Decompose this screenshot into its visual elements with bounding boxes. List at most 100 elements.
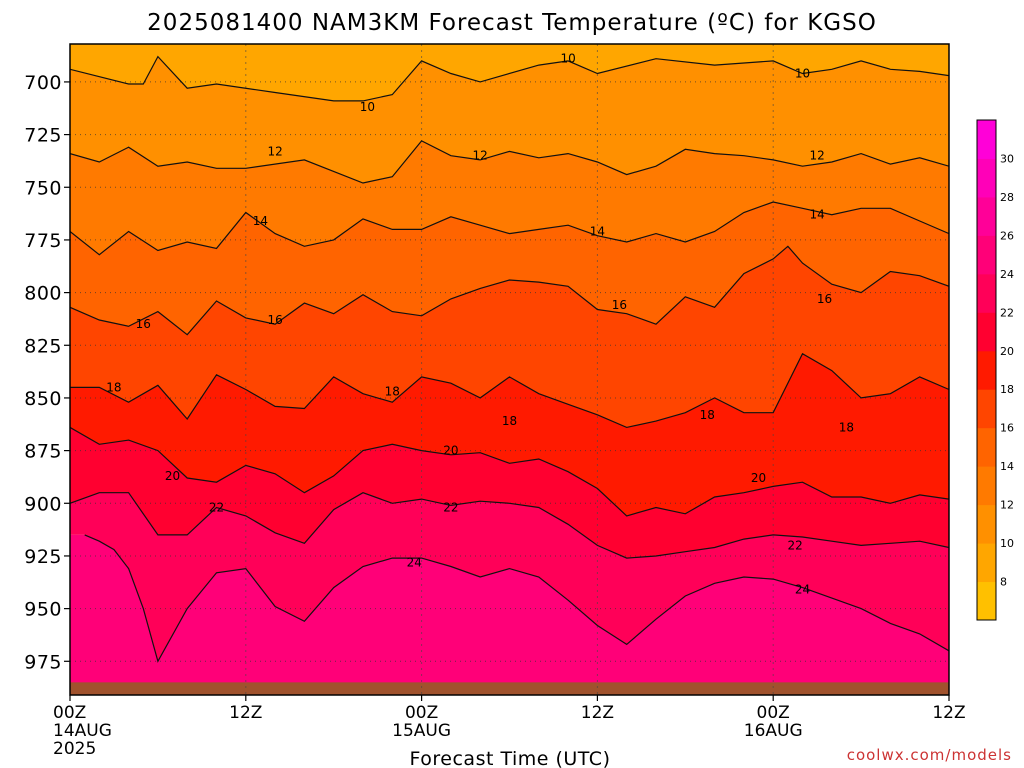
contour-label-10-2: 10 bbox=[795, 66, 810, 80]
contour-label-16-0: 16 bbox=[136, 317, 151, 331]
colorbar-bin-8-10 bbox=[977, 543, 996, 583]
y-tick-label-925: 925 bbox=[24, 546, 62, 568]
colorbar-bin-30-32 bbox=[977, 120, 996, 159]
contour-label-24-1: 24 bbox=[795, 583, 810, 597]
y-tick-label-875: 875 bbox=[24, 441, 62, 463]
temperature-band-12-14 bbox=[70, 140, 949, 255]
contour-label-10-1: 10 bbox=[560, 52, 575, 66]
colorbar-bin-22-24 bbox=[977, 273, 996, 313]
watermark: coolwx.com/models bbox=[847, 746, 1012, 764]
temperature-band-above-24 bbox=[70, 534, 949, 695]
x-tick-label-0: 00Z bbox=[53, 703, 86, 723]
contour-label-22-0: 22 bbox=[209, 500, 224, 514]
y-tick-label-850: 850 bbox=[24, 388, 62, 410]
colorbar-bin-28-30 bbox=[977, 158, 996, 198]
colorbar-label-18: 18 bbox=[1000, 383, 1014, 396]
colorbar-label-10: 10 bbox=[1000, 537, 1014, 550]
contour-line-20 bbox=[70, 426, 949, 517]
colorbar-label-16: 16 bbox=[1000, 422, 1014, 435]
x-tick-date-48: 16AUG bbox=[744, 721, 803, 741]
temperature-band-20-22 bbox=[70, 427, 949, 559]
x-tick-year-0: 2025 bbox=[53, 739, 96, 759]
colorbar-label-20: 20 bbox=[1000, 345, 1014, 358]
contour-label-12-1: 12 bbox=[473, 149, 488, 163]
colorbar-label-14: 14 bbox=[1000, 460, 1014, 473]
contour-line-12 bbox=[70, 140, 949, 184]
temperature-band-below-10 bbox=[70, 44, 949, 101]
x-tick-date-0: 14AUG bbox=[53, 721, 112, 741]
temperature-band-10-12 bbox=[70, 56, 949, 183]
colorbar-label-12: 12 bbox=[1000, 499, 1014, 512]
contour-label-20-0: 20 bbox=[165, 469, 180, 483]
colorbar-bin-12-14 bbox=[977, 466, 996, 506]
contour-label-18-1: 18 bbox=[385, 385, 400, 399]
colorbar-bin-10-12 bbox=[977, 504, 996, 544]
y-tick-label-775: 775 bbox=[24, 230, 62, 252]
colorbar-bin-14-16 bbox=[977, 427, 996, 467]
x-tick-date-24: 15AUG bbox=[392, 721, 451, 741]
temperature-band-16-18 bbox=[70, 246, 949, 428]
x-tick-label-60: 12Z bbox=[932, 703, 965, 723]
colorbar-label-26: 26 bbox=[1000, 229, 1014, 242]
x-axis-title: Forecast Time (UTC) bbox=[410, 748, 611, 768]
contour-label-16-2: 16 bbox=[612, 298, 627, 312]
x-tick-label-36: 12Z bbox=[581, 703, 614, 723]
contour-label-24-0: 24 bbox=[407, 555, 422, 569]
contour-label-14-0: 14 bbox=[253, 214, 268, 228]
colorbar-label-24: 24 bbox=[1000, 268, 1014, 281]
contour-label-18-0: 18 bbox=[106, 380, 121, 394]
colorbar-label-8: 8 bbox=[1000, 576, 1007, 589]
contour-label-20-2: 20 bbox=[751, 471, 766, 485]
colorbar-bin-18-20 bbox=[977, 350, 996, 390]
plot-area bbox=[70, 44, 949, 695]
colorbar-bin-24-26 bbox=[977, 235, 996, 275]
colorbar-label-22: 22 bbox=[1000, 306, 1014, 319]
colorbar-bin-6-8 bbox=[977, 581, 996, 621]
x-tick-label-24: 00Z bbox=[405, 703, 438, 723]
contour-label-12-2: 12 bbox=[810, 149, 825, 163]
temperature-band-18-20 bbox=[70, 353, 949, 516]
y-tick-label-750: 750 bbox=[24, 177, 62, 199]
y-tick-label-800: 800 bbox=[24, 283, 62, 305]
colorbar: 8 10 12 14 16 18 20 22 24 26 28 30 bbox=[976, 119, 1014, 621]
colorbar-bin-20-22 bbox=[977, 312, 996, 352]
y-tick-label-950: 950 bbox=[24, 599, 62, 621]
contour-line-22 bbox=[70, 492, 949, 559]
contour-label-14-1: 14 bbox=[590, 225, 605, 239]
colorbar-label-28: 28 bbox=[1000, 191, 1014, 204]
y-tick-label-700: 700 bbox=[24, 72, 62, 94]
contour-label-22-1: 22 bbox=[443, 500, 458, 514]
x-tick-label-12: 12Z bbox=[229, 703, 262, 723]
y-tick-label-975: 975 bbox=[24, 651, 62, 673]
contour-lines: 10 10 10 12 12 12 14 14 14 16 16 16 16 18 18 18 18 18 20 20… bbox=[70, 52, 949, 663]
contour-line-18 bbox=[70, 352, 949, 429]
contour-label-10-0: 10 bbox=[360, 100, 375, 114]
y-tick-label-725: 725 bbox=[24, 125, 62, 147]
x-tick-label-48: 00Z bbox=[757, 703, 790, 723]
contour-line-10 bbox=[70, 55, 949, 102]
axes: 70072575077580082585087590092595097500Z1… bbox=[24, 43, 966, 759]
contour-label-12-0: 12 bbox=[267, 144, 282, 158]
contour-label-16-1: 16 bbox=[267, 313, 282, 327]
contour-line-16 bbox=[70, 245, 949, 336]
chart-title: 2025081400 NAM3KM Forecast Temperature (… bbox=[147, 10, 877, 36]
plot-frame bbox=[69, 43, 950, 696]
contour-label-18-2: 18 bbox=[502, 414, 517, 428]
ground-surface bbox=[70, 682, 949, 695]
contour-label-20-1: 20 bbox=[443, 444, 458, 458]
y-tick-label-825: 825 bbox=[24, 335, 62, 357]
colorbar-frame bbox=[976, 119, 997, 621]
contour-line-24 bbox=[84, 534, 949, 663]
contour-label-22-2: 22 bbox=[788, 538, 803, 552]
contour-label-16-3: 16 bbox=[817, 292, 832, 306]
contour-label-14-2: 14 bbox=[810, 208, 825, 222]
colorbar-label-30: 30 bbox=[1000, 152, 1014, 165]
colorbar-bin-26-28 bbox=[977, 196, 996, 236]
contour-line-14 bbox=[70, 201, 949, 256]
contour-label-18-4: 18 bbox=[839, 420, 854, 434]
y-tick-label-900: 900 bbox=[24, 493, 62, 515]
contour-label-18-3: 18 bbox=[700, 408, 715, 422]
temperature-band-14-16 bbox=[70, 202, 949, 335]
colorbar-bin-16-18 bbox=[977, 389, 996, 429]
